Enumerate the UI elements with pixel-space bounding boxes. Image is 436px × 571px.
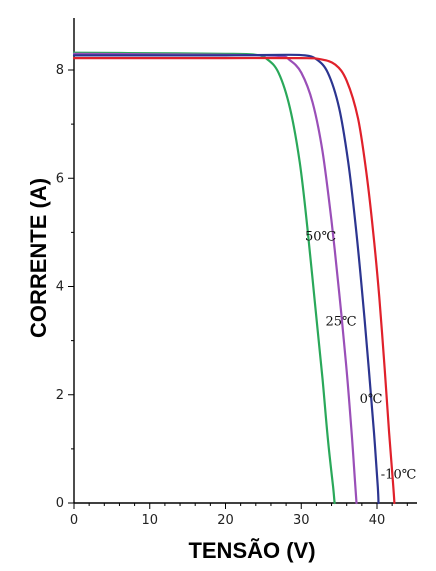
y-tick-label: 0 (56, 496, 64, 511)
series-line-2 (72, 53, 380, 505)
y-tick-label: 2 (56, 388, 64, 403)
x-tick-label: 20 (217, 513, 234, 528)
y-tick-label: 6 (56, 171, 64, 186)
x-tick-label: 30 (293, 513, 310, 528)
x-tick-label: 10 (141, 513, 158, 528)
y-axis-title: CORRENTE (A) (26, 178, 51, 338)
y-tick-label: 8 (56, 63, 64, 78)
curve-labels: 50℃ 25℃ 0℃ -10℃ (305, 229, 416, 482)
axes: 0 10 20 30 40 0 2 4 6 8 (56, 18, 417, 528)
series-line-1 (72, 52, 358, 505)
series-line-0 (72, 51, 336, 505)
x-tick-label: 0 (70, 513, 78, 528)
y-tick-label: 4 (56, 280, 64, 295)
curves (72, 51, 396, 505)
x-axis-title: TENSÃO (V) (188, 538, 315, 563)
series-line-3 (72, 56, 396, 505)
curve-label-0: 50℃ (305, 229, 336, 244)
x-tick-label: 40 (369, 513, 386, 528)
curve-label-3: -10℃ (381, 468, 416, 483)
curve-label-1: 25℃ (325, 314, 356, 329)
curve-label-2: 0℃ (360, 392, 383, 407)
